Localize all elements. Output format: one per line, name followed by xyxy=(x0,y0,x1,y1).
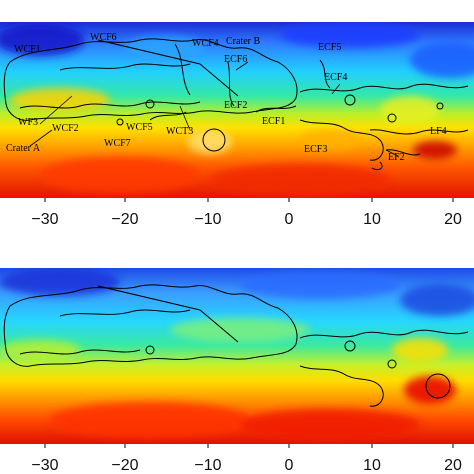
top-x-axis: −30 −20 −10 0 10 20 xyxy=(31,198,462,228)
x-tick-label: 0 xyxy=(285,457,294,474)
x-tick-label: 10 xyxy=(363,457,381,474)
top-feature-labels: WCF1 WCF6 WCF4 Crater B ECF5 ECF6 ECF4 E… xyxy=(6,32,447,163)
x-tick-label: 20 xyxy=(444,457,462,474)
label-lf4: LF4 xyxy=(430,126,447,137)
label-wct3: WCT3 xyxy=(166,126,193,137)
label-wcf1: WCF1 xyxy=(14,44,41,55)
x-tick-label: −10 xyxy=(194,457,221,474)
label-ef2: EF2 xyxy=(388,152,405,163)
x-tick-label: −30 xyxy=(31,457,58,474)
top-map-panel: WCF1 WCF6 WCF4 Crater B ECF5 ECF6 ECF4 E… xyxy=(0,22,474,228)
label-wcf5: WCF5 xyxy=(126,122,153,133)
bottom-heat-blobs xyxy=(0,268,474,441)
top-heat-blobs xyxy=(0,22,474,196)
x-tick-label: 0 xyxy=(285,211,294,228)
x-tick-label: −30 xyxy=(31,211,58,228)
label-ecf1: ECF1 xyxy=(262,116,285,127)
label-wf3: WF3 xyxy=(18,117,38,128)
x-tick-label: 20 xyxy=(444,211,462,228)
top-feature-outlines xyxy=(3,38,469,171)
x-tick-label: −20 xyxy=(111,457,138,474)
label-wcf2: WCF2 xyxy=(52,123,79,134)
top-label-leaders xyxy=(29,61,399,157)
label-ecf6: ECF6 xyxy=(224,54,247,65)
label-wcf7: WCF7 xyxy=(104,138,131,149)
label-crater-a: Crater A xyxy=(6,143,41,154)
x-tick-label: 10 xyxy=(363,211,381,228)
x-tick-label: −10 xyxy=(194,211,221,228)
label-wcf6: WCF6 xyxy=(90,32,117,43)
label-ecf5: ECF5 xyxy=(318,42,341,53)
bottom-map-panel: −30 −20 −10 0 10 20 xyxy=(0,268,474,474)
label-ecf2: ECF2 xyxy=(224,100,247,111)
label-wcf4: WCF4 xyxy=(192,38,219,49)
label-crater-b: Crater B xyxy=(226,36,260,47)
label-ecf3: ECF3 xyxy=(304,144,327,155)
bottom-x-axis: −30 −20 −10 0 10 20 xyxy=(31,444,462,474)
label-ecf4: ECF4 xyxy=(324,72,347,83)
bottom-feature-outlines xyxy=(3,284,469,407)
x-tick-label: −20 xyxy=(111,211,138,228)
